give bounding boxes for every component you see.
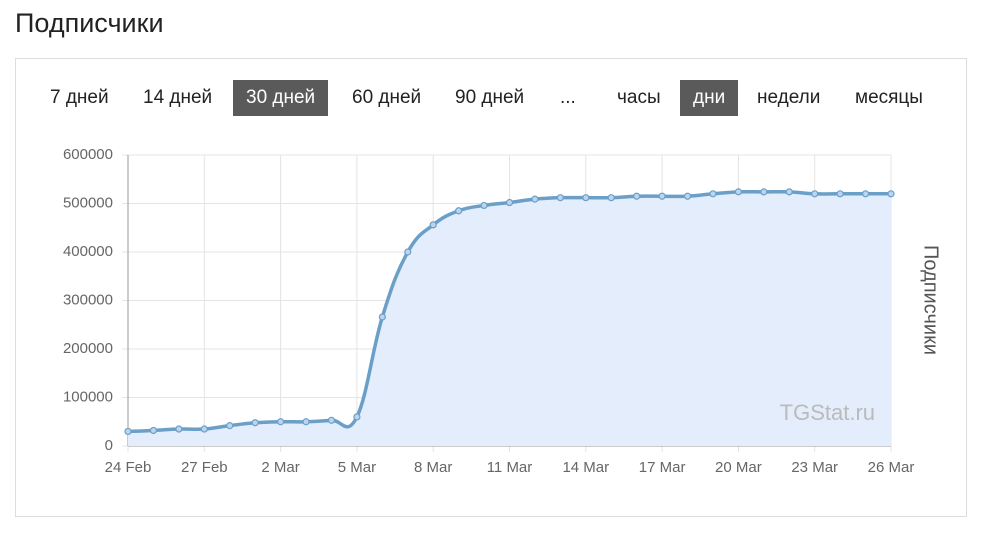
y-tick-label: 400000 xyxy=(63,243,113,260)
point xyxy=(836,190,844,198)
point xyxy=(607,194,615,202)
point xyxy=(353,413,361,421)
range-button[interactable]: 14 дней xyxy=(143,87,213,108)
point xyxy=(175,425,183,433)
range-button[interactable]: 60 дней xyxy=(352,87,422,108)
x-tick-label: 8 Mar xyxy=(414,459,452,476)
point xyxy=(861,190,870,198)
x-tick-label: 23 Mar xyxy=(791,459,838,476)
y-tick-label: 500000 xyxy=(63,194,113,211)
range-button[interactable]: недели xyxy=(757,87,821,108)
point xyxy=(226,422,234,430)
y-axis-title: Подписчики xyxy=(920,245,942,355)
area xyxy=(128,191,891,446)
x-tick-label: 5 Mar xyxy=(338,459,376,476)
x-tick-label: 27 Feb xyxy=(181,459,228,476)
point xyxy=(149,426,158,435)
point xyxy=(378,313,386,321)
point xyxy=(734,188,743,196)
y-tick-label: 100000 xyxy=(63,388,113,405)
point xyxy=(556,194,564,202)
range-button[interactable]: 30 дней xyxy=(233,80,329,116)
point xyxy=(124,427,132,436)
y-tick-label: 200000 xyxy=(63,340,113,357)
point xyxy=(582,194,590,202)
point xyxy=(709,190,717,198)
x-tick-label: 2 Mar xyxy=(261,459,299,476)
x-tick-label: 26 Mar xyxy=(868,459,915,476)
point xyxy=(251,419,259,427)
point xyxy=(327,416,336,424)
point xyxy=(505,198,514,207)
point xyxy=(760,188,768,196)
x-tick-label: 11 Mar xyxy=(487,459,533,476)
point xyxy=(200,425,208,433)
point xyxy=(658,192,666,200)
y-tick-label: 600000 xyxy=(63,146,113,163)
range-button[interactable]: 90 дней xyxy=(455,87,525,108)
point xyxy=(480,201,488,210)
point xyxy=(887,190,895,198)
y-tick-label: 300000 xyxy=(63,291,113,308)
point xyxy=(683,192,692,200)
page-title: Подписчики xyxy=(15,8,164,38)
point xyxy=(429,221,437,229)
x-tick-label: 20 Mar xyxy=(715,459,762,476)
range-button[interactable]: ... xyxy=(560,87,576,108)
point xyxy=(785,188,793,196)
range-button[interactable]: месяцы xyxy=(855,87,923,108)
point xyxy=(811,190,819,198)
point xyxy=(302,418,310,426)
point xyxy=(277,418,285,426)
range-button[interactable]: 7 дней xyxy=(50,87,109,108)
point xyxy=(455,207,463,215)
chart-panel xyxy=(15,58,967,517)
range-button[interactable]: часы xyxy=(617,87,661,108)
watermark: TGStat.ru xyxy=(780,400,875,425)
x-tick-label: 17 Mar xyxy=(639,459,686,476)
point xyxy=(531,195,539,203)
y-tick-label: 0 xyxy=(105,437,113,454)
point xyxy=(633,192,641,200)
x-tick-label: 14 Mar xyxy=(562,459,609,476)
x-tick-label: 24 Feb xyxy=(105,459,152,476)
point xyxy=(404,248,412,256)
range-button[interactable]: дни xyxy=(680,80,739,116)
